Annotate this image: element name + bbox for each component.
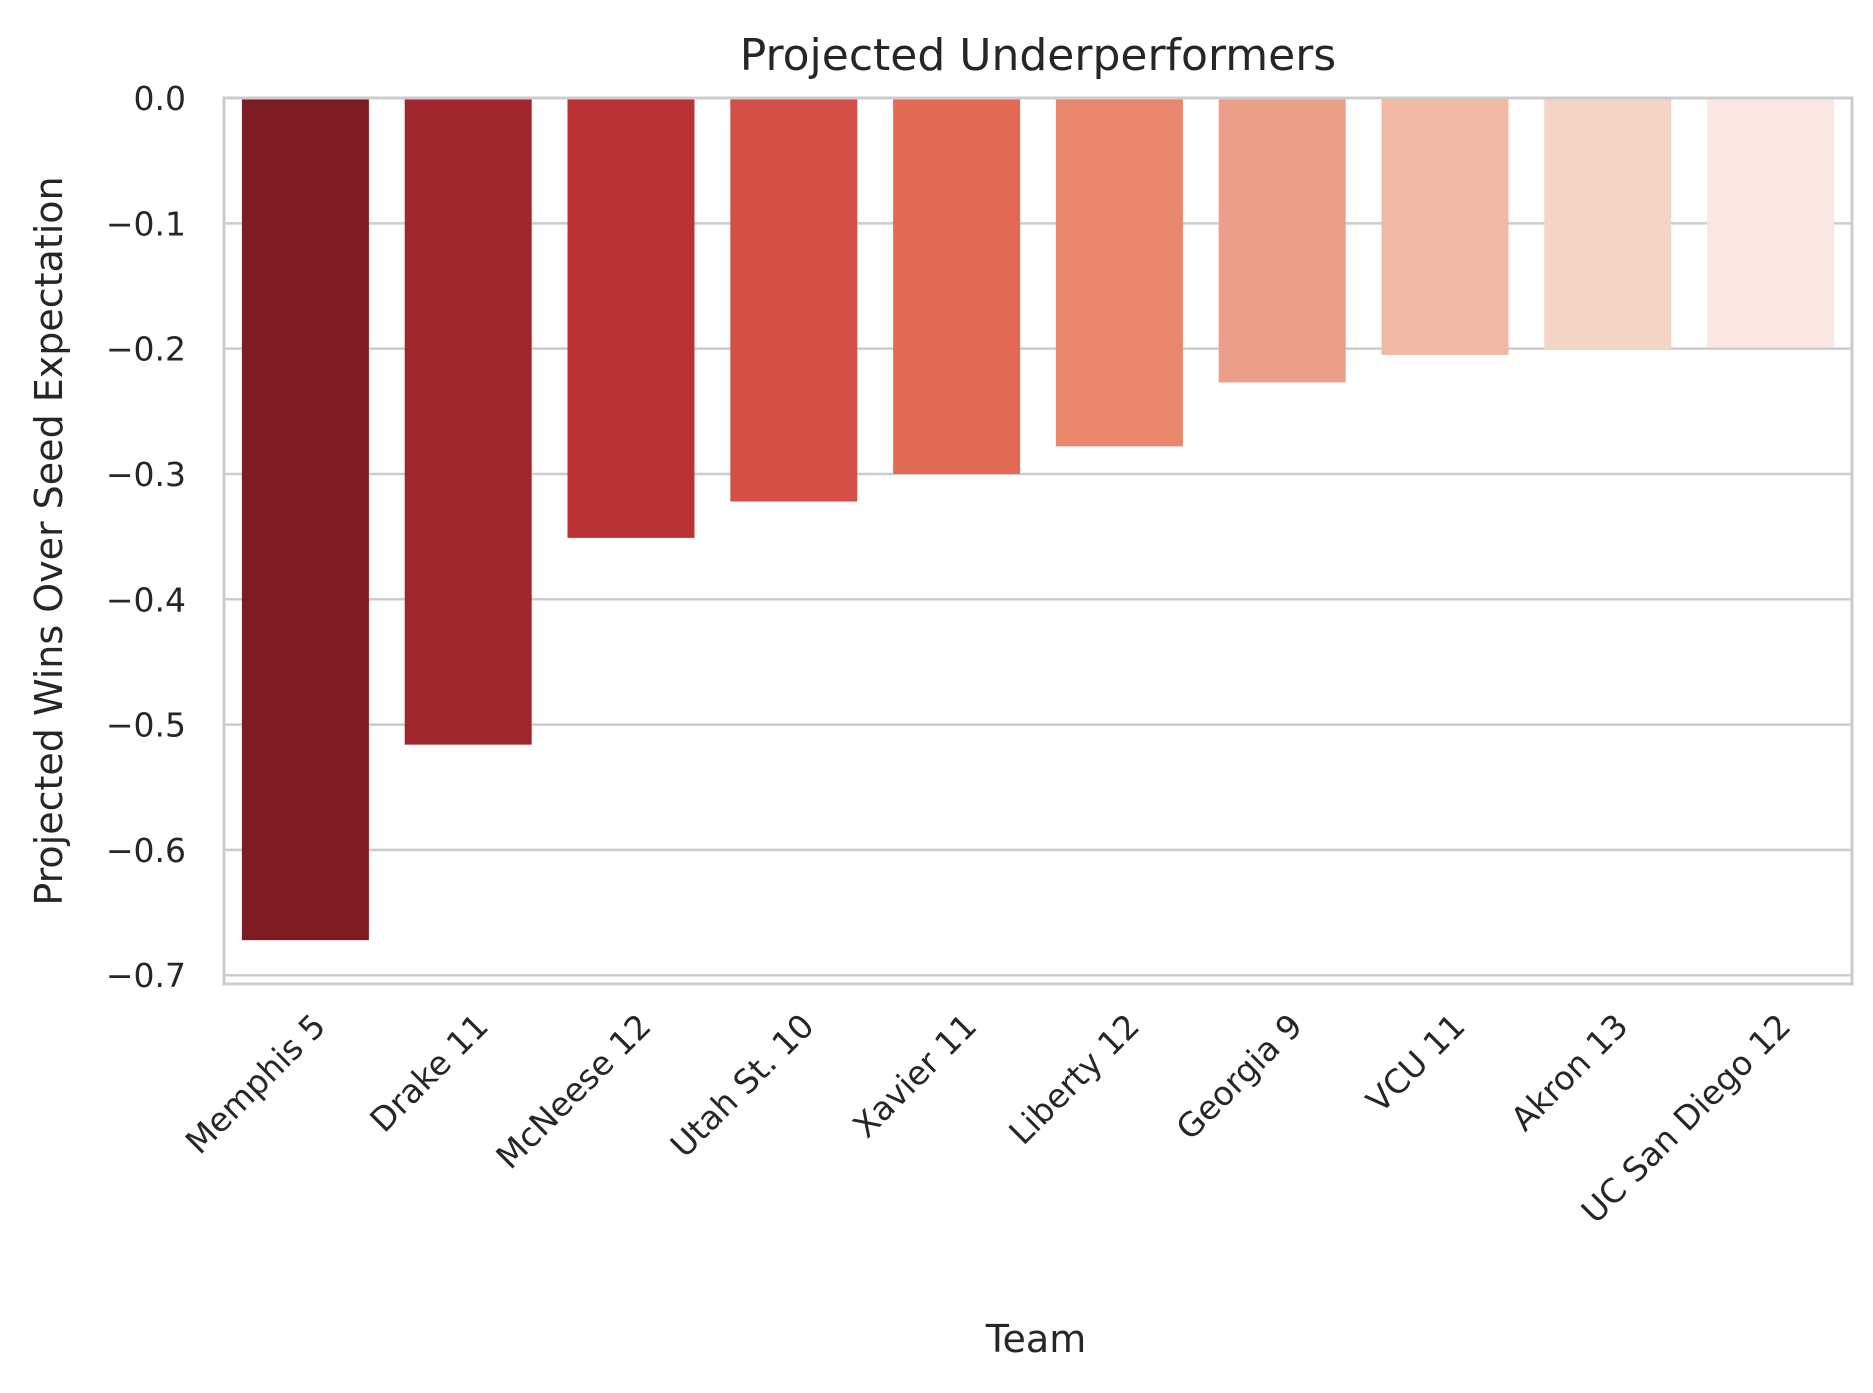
y-tick-label: −0.6 bbox=[106, 831, 186, 870]
bar bbox=[404, 98, 532, 745]
bar bbox=[730, 98, 858, 502]
y-tick-label: −0.2 bbox=[106, 330, 186, 369]
bar bbox=[1544, 98, 1672, 350]
x-tick-label: Utah St. 10 bbox=[663, 1006, 822, 1165]
y-tick-labels: 0.0 −0.1 −0.2 −0.3 −0.4 −0.5 −0.6 −0.7 bbox=[106, 79, 186, 995]
x-tick-label: Xavier 11 bbox=[845, 1006, 984, 1145]
bars bbox=[241, 98, 1835, 941]
y-tick-label: −0.1 bbox=[106, 204, 186, 243]
x-axis-label: Team bbox=[985, 1317, 1086, 1361]
bar bbox=[1381, 98, 1509, 355]
x-tick-label: McNeese 12 bbox=[488, 1006, 658, 1176]
y-tick-label: −0.3 bbox=[106, 455, 186, 494]
bar bbox=[893, 98, 1021, 474]
y-tick-label: 0.0 bbox=[134, 79, 186, 118]
bar bbox=[567, 98, 695, 538]
x-tick-label: Liberty 12 bbox=[1001, 1006, 1147, 1152]
x-tick-label: VCU 11 bbox=[1359, 1006, 1473, 1120]
bar bbox=[1218, 98, 1346, 383]
y-tick-label: −0.5 bbox=[106, 706, 186, 745]
bar bbox=[1055, 98, 1183, 447]
bar bbox=[1707, 98, 1835, 348]
bar bbox=[241, 98, 369, 941]
y-tick-label: −0.7 bbox=[106, 956, 186, 995]
plot-frame bbox=[222, 96, 1854, 986]
chart-title: Projected Underperformers bbox=[740, 30, 1336, 81]
x-tick-label: Akron 13 bbox=[1503, 1006, 1635, 1138]
x-tick-label: Georgia 9 bbox=[1169, 1006, 1310, 1147]
x-tick-label: Drake 11 bbox=[362, 1006, 496, 1140]
y-axis-label: Projected Wins Over Seed Expectation bbox=[27, 176, 71, 905]
x-tick-label: Memphis 5 bbox=[178, 1006, 333, 1161]
y-tick-label: −0.4 bbox=[106, 580, 186, 619]
